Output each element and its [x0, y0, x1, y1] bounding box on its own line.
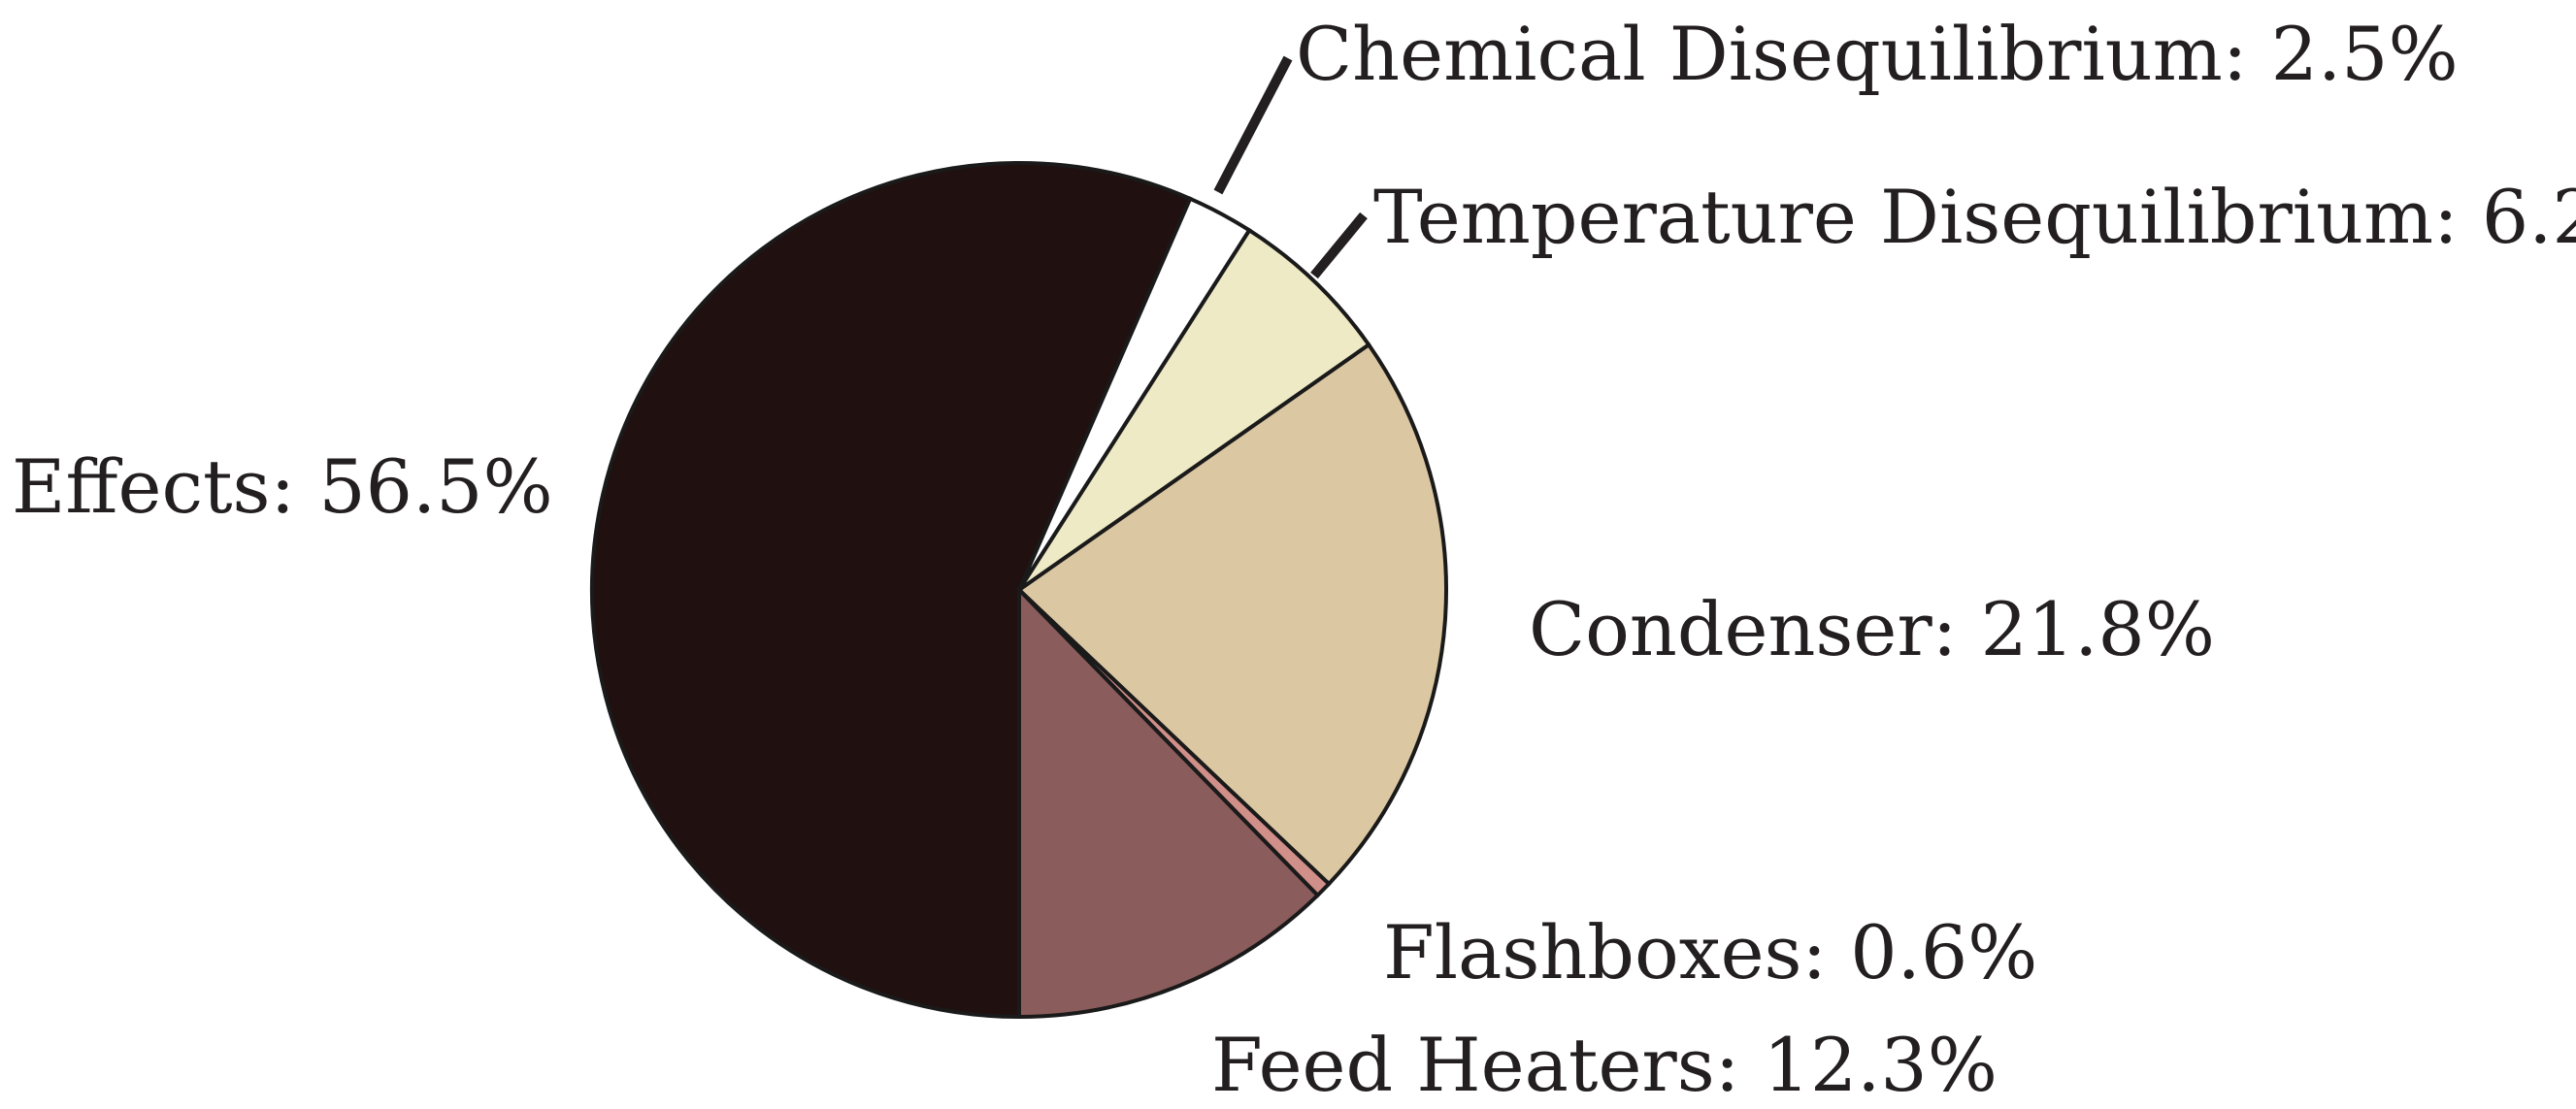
slice-label-flashboxes: Flashboxes: 0.6% — [1383, 909, 2037, 995]
slice-labels: Effects: 56.5% Chemical Disequilibrium: 2… — [12, 11, 2576, 1108]
pie-slice-effects — [590, 161, 1193, 1020]
slice-label-effects: Effects: 56.5% — [12, 443, 553, 530]
pie-slice-condenser — [1015, 342, 1448, 887]
slice-label-chemical-disequilibrium: Chemical Disequilibrium: 2.5% — [1296, 11, 2459, 97]
leader-line-chemical-disequilibrium — [1213, 55, 1293, 195]
pie-slice-temperature-disequilibrium — [1017, 227, 1372, 592]
leader-line-temperature-disequilibrium — [1310, 212, 1368, 279]
slice-label-condenser: Condenser: 21.8% — [1529, 586, 2215, 672]
leader-lines — [1213, 55, 1368, 279]
pie-slice-feed-heaters — [1017, 585, 1321, 1020]
slice-label-temperature-disequilibrium: Temperature Disequilibrium: 6.2% — [1373, 174, 2576, 260]
slice-label-feed-heaters: Feed Heaters: 12.3% — [1211, 1022, 1998, 1108]
pie-slices — [590, 161, 1448, 1020]
